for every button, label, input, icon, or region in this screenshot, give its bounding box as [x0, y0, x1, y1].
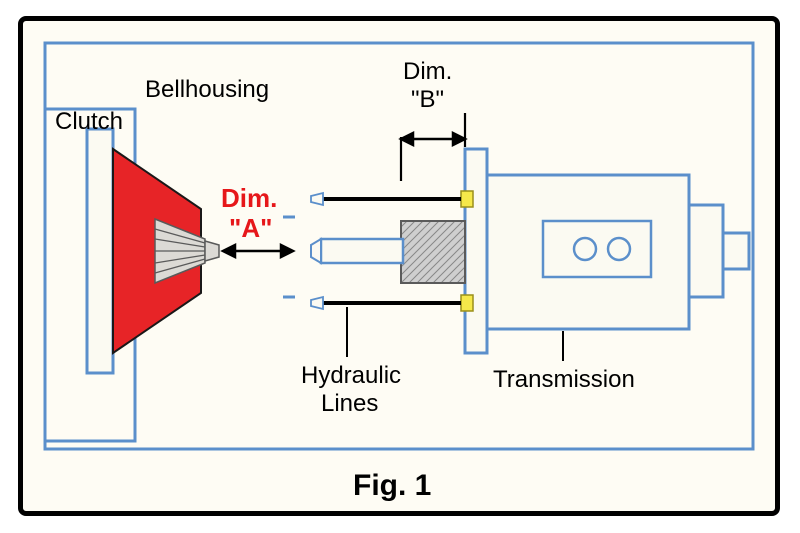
transmission [487, 175, 749, 329]
label-bellhousing: Bellhousing [145, 76, 269, 103]
label-transmission: Transmission [493, 366, 635, 393]
hydraulic-line-lower [311, 297, 461, 309]
piston-shaft [321, 239, 403, 263]
figure-title: Fig. 1 [353, 469, 431, 502]
hydraulic-line-upper [311, 193, 461, 205]
clutch-plate [87, 129, 113, 373]
label-dima-2: "A" [229, 213, 272, 243]
dim-b-arrow [401, 133, 465, 145]
diagram-svg: Clutch Bellhousing Dim. "B" Dim. "A" Hyd… [23, 21, 775, 511]
mounting-flange [465, 149, 487, 353]
label-dimb-2: "B" [411, 86, 444, 113]
label-dimb-1: Dim. [403, 58, 452, 85]
label-dima-1: Dim. [221, 183, 277, 213]
label-hydraulic-2: Lines [321, 390, 378, 417]
bearing-block [401, 221, 465, 283]
dim-a-arrow [223, 245, 293, 257]
label-clutch: Clutch [55, 108, 123, 135]
label-hydraulic-1: Hydraulic [301, 362, 401, 389]
figure-outer-frame: Clutch Bellhousing Dim. "B" Dim. "A" Hyd… [18, 16, 780, 516]
